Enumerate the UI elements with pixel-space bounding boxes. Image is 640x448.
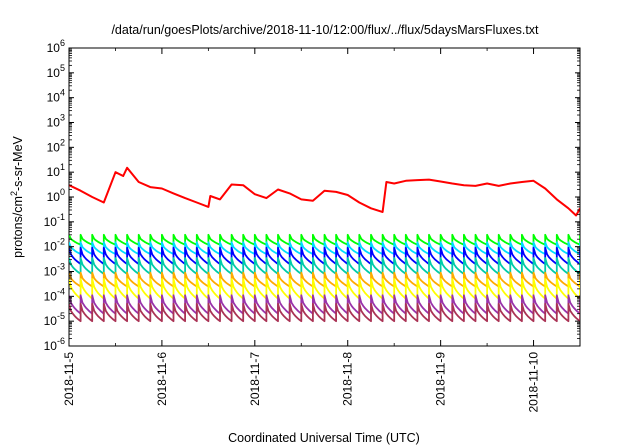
x-tick-label: 2018-11-6 [155,352,169,406]
y-tick-label: 105 [47,63,65,80]
x-axis: 2018-11-5 2018-11-6 2018-11-7 2018-11-8 2018… [62,48,541,413]
series-line [69,241,580,255]
y-tick-label: 10-5 [44,311,65,328]
series-line [69,302,580,323]
y-tick-label: 10-2 [44,237,65,254]
x-tick-label: 2018-11-10 [527,352,541,413]
x-axis-label: Coordinated Universal Time (UTC) [228,431,420,445]
x-tick-label: 2018-11-9 [434,352,448,406]
chart-title: /data/run/goesPlots/archive/2018-11-10/1… [111,23,539,37]
x-tick-label: 2018-11-5 [62,352,76,406]
y-tick-label: 10-1 [44,212,65,229]
y-tick-label: 10-6 [44,336,65,353]
series-layer [69,166,580,323]
y-tick-label: 101 [47,162,65,179]
x-tick-label: 2018-11-7 [248,352,262,406]
series-line [69,278,580,300]
y-tick-label: 100 [47,187,65,204]
y-axis: 10-6 10-5 10-4 10-3 10-2 10-1 100 101 102 103 104 1… [44,38,580,353]
series-line [69,233,580,246]
x-tick-label: 2018-11-8 [341,352,355,406]
y-tick-label: 10-4 [44,286,65,303]
series-line [69,257,580,275]
series-line [69,294,580,315]
series-line [69,271,580,288]
y-tick-label: 106 [47,38,65,55]
y-tick-label: 102 [47,137,65,154]
series-line [69,246,580,265]
y-axis-label: protons/cm2-s-sr-MeV [9,135,25,257]
series-line [69,166,580,217]
y-tick-label: 103 [47,113,65,130]
y-tick-label: 10-3 [44,262,65,279]
y-tick-label: 104 [47,88,65,105]
